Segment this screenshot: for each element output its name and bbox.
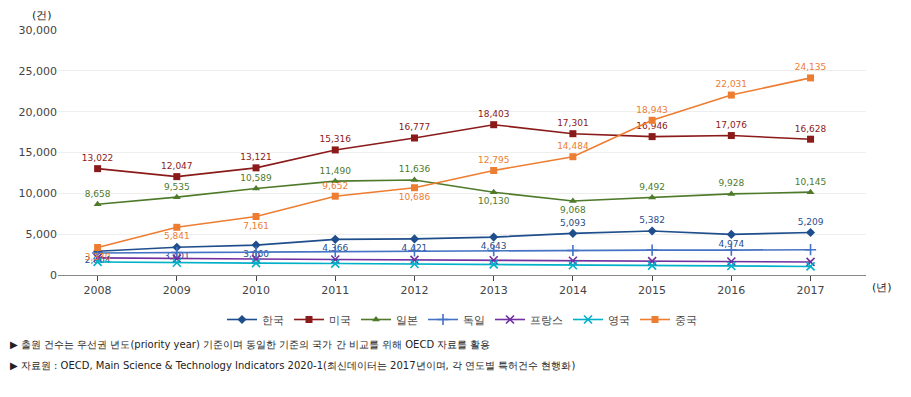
svg-text:독일: 독일 xyxy=(463,314,485,327)
svg-text:2,904: 2,904 xyxy=(85,255,111,265)
svg-text:9,535: 9,535 xyxy=(164,182,190,192)
svg-text:10,130: 10,130 xyxy=(478,196,510,206)
svg-text:5,841: 5,841 xyxy=(164,231,190,241)
svg-text:3,660: 3,660 xyxy=(243,249,269,259)
svg-text:8,658: 8,658 xyxy=(85,189,111,199)
svg-text:4,974: 4,974 xyxy=(718,239,744,249)
svg-text:30,000: 30,000 xyxy=(19,24,58,37)
svg-text:2009: 2009 xyxy=(163,284,191,297)
svg-text:14,484: 14,484 xyxy=(557,141,589,151)
svg-text:11,636: 11,636 xyxy=(399,164,431,174)
svg-text:2013: 2013 xyxy=(480,284,508,297)
svg-text:2008: 2008 xyxy=(84,284,112,297)
svg-text:4,643: 4,643 xyxy=(481,241,507,251)
svg-text:(년): (년) xyxy=(872,281,892,294)
svg-text:프랑스: 프랑스 xyxy=(530,314,563,327)
svg-text:17,076: 17,076 xyxy=(716,120,748,130)
svg-text:9,652: 9,652 xyxy=(322,181,348,191)
svg-text:2015: 2015 xyxy=(638,284,666,297)
svg-text:13,121: 13,121 xyxy=(240,152,271,162)
svg-text:5,000: 5,000 xyxy=(26,228,58,241)
svg-text:13,022: 13,022 xyxy=(82,153,114,163)
svg-text:0: 0 xyxy=(50,269,57,282)
svg-text:(건): (건) xyxy=(32,9,52,22)
svg-text:4,421: 4,421 xyxy=(402,243,428,253)
svg-text:15,000: 15,000 xyxy=(19,146,58,159)
svg-text:3,401: 3,401 xyxy=(164,251,190,261)
svg-text:10,686: 10,686 xyxy=(399,192,431,202)
svg-text:5,093: 5,093 xyxy=(560,218,586,228)
svg-text:12,047: 12,047 xyxy=(161,161,193,171)
svg-text:22,031: 22,031 xyxy=(716,79,748,89)
svg-text:10,145: 10,145 xyxy=(795,177,827,187)
svg-text:중국: 중국 xyxy=(675,314,697,327)
svg-text:9,068: 9,068 xyxy=(560,205,586,215)
svg-text:20,000: 20,000 xyxy=(19,106,58,119)
svg-text:5,382: 5,382 xyxy=(639,215,665,225)
svg-text:24,135: 24,135 xyxy=(795,62,827,72)
svg-text:2014: 2014 xyxy=(559,284,587,297)
svg-text:2017: 2017 xyxy=(797,284,825,297)
svg-text:18,403: 18,403 xyxy=(478,109,510,119)
svg-text:17,301: 17,301 xyxy=(557,118,589,128)
svg-text:한국: 한국 xyxy=(262,314,284,327)
svg-text:16,777: 16,777 xyxy=(399,122,431,132)
svg-text:15,316: 15,316 xyxy=(320,134,352,144)
svg-text:16,628: 16,628 xyxy=(795,124,827,134)
svg-text:2016: 2016 xyxy=(717,284,745,297)
svg-text:2010: 2010 xyxy=(242,284,270,297)
svg-text:미국: 미국 xyxy=(329,314,351,327)
svg-text:2012: 2012 xyxy=(400,284,428,297)
svg-text:9,928: 9,928 xyxy=(718,178,744,188)
svg-text:10,589: 10,589 xyxy=(240,173,272,183)
svg-text:2011: 2011 xyxy=(321,284,349,297)
svg-text:▶ 자료원 : OECD, Main Science & T: ▶ 자료원 : OECD, Main Science & Technology … xyxy=(10,360,575,371)
svg-text:11,490: 11,490 xyxy=(320,166,352,176)
svg-text:3,370: 3,370 xyxy=(85,252,111,262)
svg-text:25,000: 25,000 xyxy=(19,65,58,78)
svg-text:9,492: 9,492 xyxy=(639,182,665,192)
svg-text:18,943: 18,943 xyxy=(636,105,668,115)
svg-text:10,000: 10,000 xyxy=(19,187,58,200)
svg-text:▶ 출원 건수는 우선권 년도(priority year): ▶ 출원 건수는 우선권 년도(priority year) 기준이며 동일한 … xyxy=(10,339,490,350)
svg-text:영국: 영국 xyxy=(608,314,630,327)
svg-text:12,795: 12,795 xyxy=(478,155,510,165)
svg-text:5,209: 5,209 xyxy=(798,217,824,227)
svg-text:일본: 일본 xyxy=(396,314,418,327)
svg-text:4,366: 4,366 xyxy=(322,243,348,253)
svg-text:16,946: 16,946 xyxy=(636,121,668,131)
svg-text:7,161: 7,161 xyxy=(243,221,269,231)
